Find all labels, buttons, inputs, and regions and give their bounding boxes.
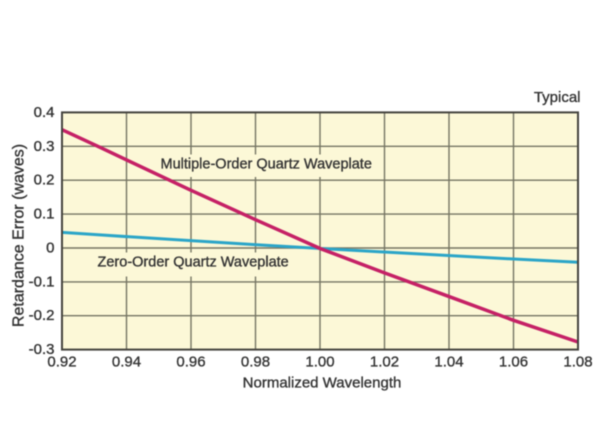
svg-text:0.94: 0.94 (112, 354, 141, 371)
svg-text:Multiple-Order Quartz Waveplat: Multiple-Order Quartz Waveplate (161, 157, 372, 173)
svg-text:1.02: 1.02 (370, 354, 399, 371)
svg-text:0.92: 0.92 (47, 354, 76, 371)
svg-text:0.2: 0.2 (34, 172, 55, 189)
svg-text:0.3: 0.3 (34, 138, 55, 155)
svg-text:Retardance Error (waves): Retardance Error (waves) (11, 144, 28, 327)
svg-text:0: 0 (46, 240, 54, 257)
svg-text:-0.2: -0.2 (29, 307, 55, 324)
svg-text:1.06: 1.06 (499, 354, 528, 371)
svg-text:1.04: 1.04 (434, 354, 463, 371)
svg-text:Normalized Wavelength: Normalized Wavelength (243, 374, 402, 391)
svg-text:1.00: 1.00 (305, 354, 334, 371)
svg-text:0.1: 0.1 (34, 206, 55, 223)
svg-text:Typical: Typical (534, 89, 581, 106)
svg-text:Zero-Order Quartz Waveplate: Zero-Order Quartz Waveplate (98, 255, 289, 271)
svg-text:0.98: 0.98 (241, 354, 270, 371)
svg-text:-0.3: -0.3 (29, 341, 55, 358)
svg-text:0.96: 0.96 (176, 354, 205, 371)
svg-text:1.08: 1.08 (563, 354, 592, 371)
svg-text:0.4: 0.4 (34, 104, 55, 121)
svg-text:-0.1: -0.1 (29, 273, 55, 290)
